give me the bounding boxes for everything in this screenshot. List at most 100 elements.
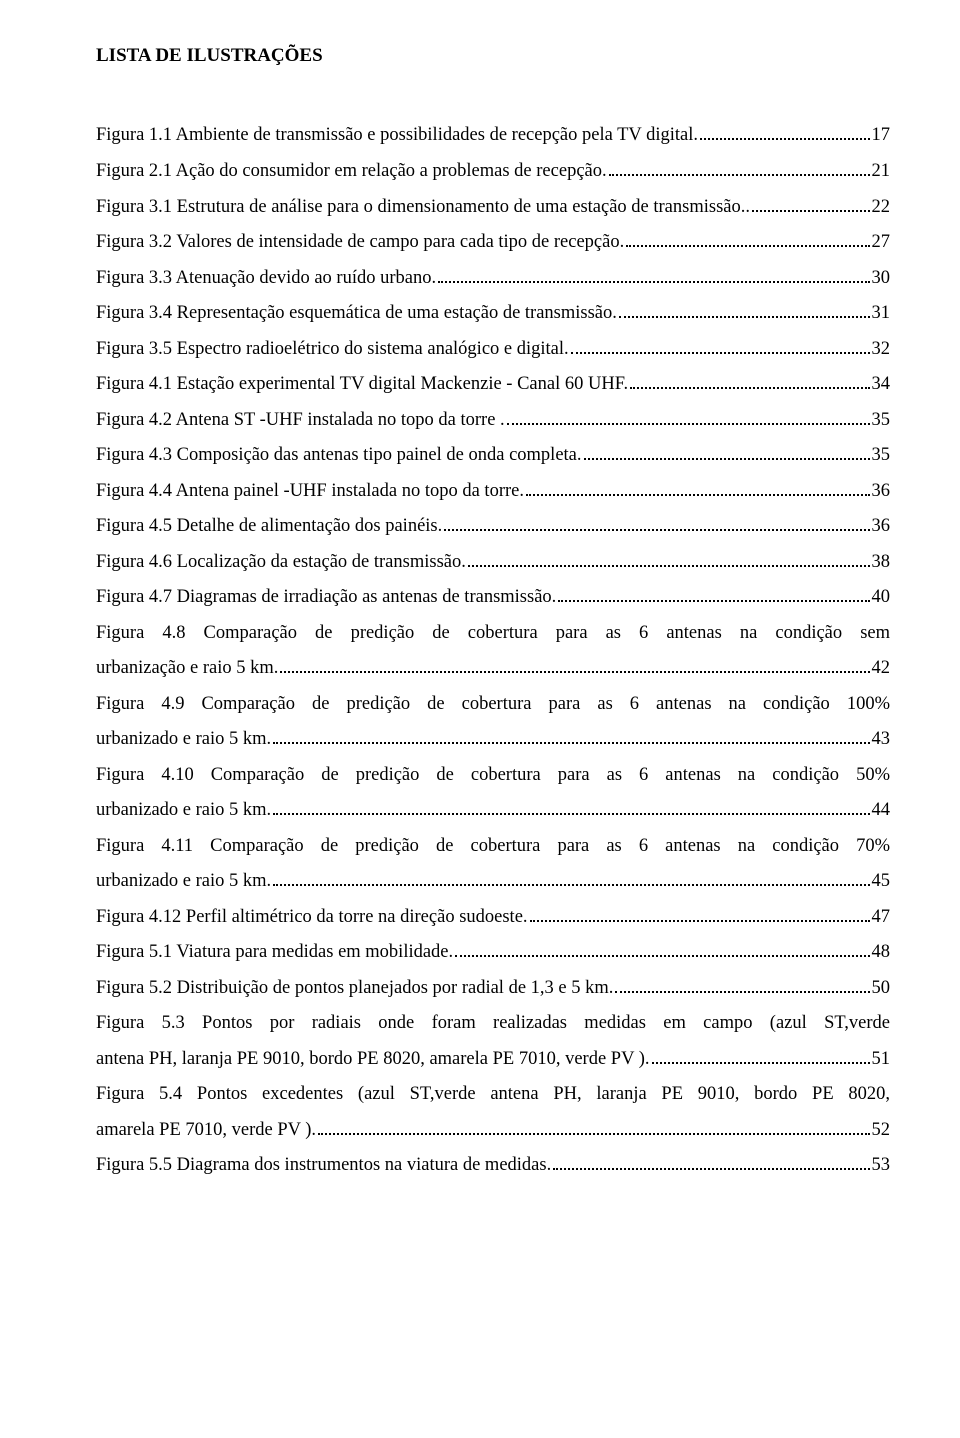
toc-entry-label: Figura 4.5 Detalhe de alimentação dos pa…: [96, 509, 442, 545]
toc-entry: Figura 4.2 Antena ST -UHF instalada no t…: [96, 403, 890, 439]
toc-entry-label: Figura 4.6 Localização da estação de tra…: [96, 545, 466, 581]
toc-entry-label: urbanizado e raio 5 km.: [96, 864, 271, 900]
toc-entry-leader-dots: [507, 406, 870, 425]
toc-entry-page: 47: [872, 900, 891, 936]
toc-entry-leader-dots: [526, 477, 870, 496]
toc-entry-leader-dots: [752, 193, 870, 212]
toc-entry-page: 21: [872, 154, 891, 190]
toc-entry-label: urbanizado e raio 5 km.: [96, 793, 271, 829]
toc-entry: Figura 5.2 Distribuição de pontos planej…: [96, 971, 890, 1007]
toc-entry-leader-dots: [273, 868, 869, 887]
toc-entry-label: antena PH, laranja PE 9010, bordo PE 802…: [96, 1042, 650, 1078]
toc-entry: Figura 4.6 Localização da estação de tra…: [96, 545, 890, 581]
page-title: LISTA DE ILUSTRAÇÕES: [96, 38, 890, 74]
toc-entry-page: 42: [872, 651, 891, 687]
toc-entry-page: 22: [872, 190, 891, 226]
toc-entry-leader-dots: [273, 797, 869, 816]
toc-entry-leader-dots: [273, 726, 869, 745]
toc-entry: Figura 4.4 Antena painel -UHF instalada …: [96, 474, 890, 510]
toc-entry-page: 44: [872, 793, 891, 829]
toc-entry-leader-dots: [609, 157, 870, 176]
toc-entry-label: Figura 4.2 Antena ST -UHF instalada no t…: [96, 403, 505, 439]
toc-entry-leader-dots: [318, 1116, 869, 1135]
toc-entry-page: 43: [872, 722, 891, 758]
toc-entry: Figura 4.7 Diagramas de irradiação as an…: [96, 580, 890, 616]
toc-entry: Figura 4.1 Estação experimental TV digit…: [96, 367, 890, 403]
toc-entry: Figura 4.5 Detalhe de alimentação dos pa…: [96, 509, 890, 545]
toc-entry-label: Figura 4.4 Antena painel -UHF instalada …: [96, 474, 524, 510]
toc-entry-preline: Figura 4.10 Comparação de predição de co…: [96, 758, 890, 794]
toc-entry-label: Figura 4.1 Estação experimental TV digit…: [96, 367, 628, 403]
toc-entry: Figura 4.12 Perfil altimétrico da torre …: [96, 900, 890, 936]
toc-entry-page: 27: [872, 225, 891, 261]
toc-entry-preline: Figura 5.3 Pontos por radiais onde foram…: [96, 1006, 890, 1042]
toc-entry: Figura 4.3 Composição das antenas tipo p…: [96, 438, 890, 474]
toc-entry-label: urbanizado e raio 5 km.: [96, 722, 271, 758]
toc-entry-preline: Figura 4.9 Comparação de predição de cob…: [96, 687, 890, 723]
toc-entry-page: 40: [872, 580, 891, 616]
toc-entry-leader-dots: [553, 1152, 869, 1171]
toc-entry-label: Figura 3.4 Representação esquemática de …: [96, 296, 617, 332]
toc-entry-label: Figura 4.3 Composição das antenas tipo p…: [96, 438, 582, 474]
toc-entry: Figura 1.1 Ambiente de transmissão e pos…: [96, 118, 890, 154]
toc-entry-leader-dots: [558, 584, 869, 603]
toc-entry-page: 51: [872, 1042, 891, 1078]
toc-entry-label: Figura 5.5 Diagrama dos instrumentos na …: [96, 1148, 551, 1184]
toc-entry-label: Figura 5.2 Distribuição de pontos planej…: [96, 971, 613, 1007]
toc-entry-leader-dots: [530, 903, 870, 922]
toc-entry: antena PH, laranja PE 9010, bordo PE 802…: [96, 1042, 890, 1078]
toc-entry-page: 45: [872, 864, 891, 900]
toc-entry-preline: Figura 4.8 Comparação de predição de cob…: [96, 616, 890, 652]
toc-entry-label: Figura 1.1 Ambiente de transmissão e pos…: [96, 118, 698, 154]
toc-entry: Figura 3.5 Espectro radioelétrico do sis…: [96, 332, 890, 368]
toc-entry-leader-dots: [571, 335, 870, 354]
toc-entry-leader-dots: [652, 1045, 870, 1064]
toc-entry: Figura 3.3 Atenuação devido ao ruído urb…: [96, 261, 890, 297]
toc-entry-page: 50: [872, 971, 891, 1007]
toc-entry-leader-dots: [468, 548, 870, 567]
toc-entry-page: 36: [872, 509, 891, 545]
toc-entry-page: 53: [872, 1148, 891, 1184]
toc-entry: Figura 3.2 Valores de intensidade de cam…: [96, 225, 890, 261]
toc-entry-page: 30: [872, 261, 891, 297]
toc-entry-leader-dots: [615, 974, 869, 993]
toc-entry-page: 38: [872, 545, 891, 581]
toc-entry: urbanização e raio 5 km. 42: [96, 651, 890, 687]
toc-entry-label: Figura 3.3 Atenuação devido ao ruído urb…: [96, 261, 436, 297]
toc-entry-leader-dots: [700, 122, 870, 141]
toc-entry: urbanizado e raio 5 km. 43: [96, 722, 890, 758]
toc-entry: Figura 5.5 Diagrama dos instrumentos na …: [96, 1148, 890, 1184]
toc-entry-label: Figura 4.7 Diagramas de irradiação as an…: [96, 580, 556, 616]
toc-entry-label: Figura 3.2 Valores de intensidade de cam…: [96, 225, 624, 261]
toc-entry-leader-dots: [619, 299, 870, 318]
toc-entry-leader-dots: [455, 939, 869, 958]
toc-entry-page: 31: [872, 296, 891, 332]
toc-entry: amarela PE 7010, verde PV ). 52: [96, 1113, 890, 1149]
toc-entry-page: 34: [872, 367, 891, 403]
toc-entry-label: amarela PE 7010, verde PV ).: [96, 1113, 316, 1149]
toc-entry: Figura 5.1 Viatura para medidas em mobil…: [96, 935, 890, 971]
toc-entry-label: Figura 4.12 Perfil altimétrico da torre …: [96, 900, 528, 936]
toc-entry-label: urbanização e raio 5 km.: [96, 651, 278, 687]
toc-entry: urbanizado e raio 5 km. 44: [96, 793, 890, 829]
toc-entry-leader-dots: [584, 441, 870, 460]
toc-entry-leader-dots: [626, 228, 869, 247]
toc-entry-page: 17: [872, 118, 891, 154]
toc-entry-leader-dots: [630, 370, 869, 389]
toc-entry-label: Figura 3.1 Estrutura de análise para o d…: [96, 190, 750, 226]
toc-entry-label: Figura 2.1 Ação do consumidor em relação…: [96, 154, 607, 190]
toc-entry: Figura 3.4 Representação esquemática de …: [96, 296, 890, 332]
toc-entry-page: 52: [872, 1113, 891, 1149]
toc-entry-leader-dots: [280, 655, 869, 674]
toc-entry-leader-dots: [438, 264, 869, 283]
toc-entry-leader-dots: [444, 513, 869, 532]
toc-entry-page: 32: [872, 332, 891, 368]
toc-entry: urbanizado e raio 5 km. 45: [96, 864, 890, 900]
toc-entry: Figura 3.1 Estrutura de análise para o d…: [96, 190, 890, 226]
toc-entry-page: 48: [872, 935, 891, 971]
toc-entry-preline: Figura 4.11 Comparação de predição de co…: [96, 829, 890, 865]
toc-entry-page: 36: [872, 474, 891, 510]
toc-entry-page: 35: [872, 403, 891, 439]
toc-entry-page: 35: [872, 438, 891, 474]
table-of-contents: Figura 1.1 Ambiente de transmissão e pos…: [96, 118, 890, 1183]
